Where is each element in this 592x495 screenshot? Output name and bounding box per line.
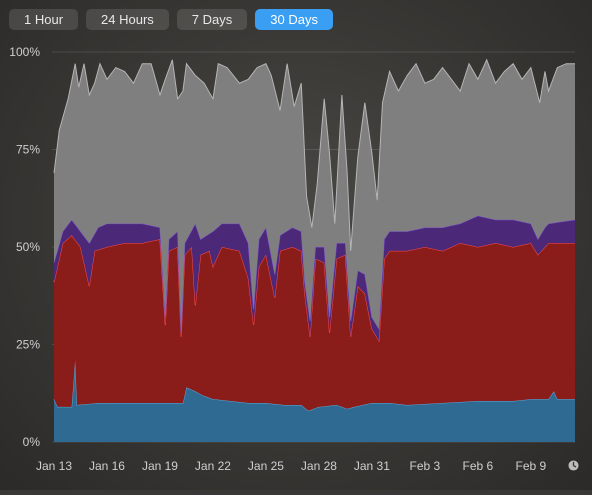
y-tick-label: 0% [23,435,41,449]
chart-series-areas [53,58,576,442]
x-tick-label: Jan 16 [89,459,125,473]
x-tick-label: Jan 13 [36,459,72,473]
x-tick-label: Jan 22 [195,459,231,473]
x-tick-label: Jan 19 [142,459,178,473]
x-tick-label: Feb 9 [516,459,547,473]
x-tick-label: Feb 3 [410,459,441,473]
y-axis-labels: 0% 25% 50% 75% 100% [9,45,40,449]
series-area-blue [54,360,575,442]
stacked-area-chart: 0% 25% 50% 75% 100% Jan 13 Jan 16 Jan 19 Jan 22… [9,45,576,473]
tab-30-days[interactable]: 30 Days [255,9,333,30]
x-tick-label: Jan 28 [301,459,337,473]
series-area-red [54,235,575,411]
x-tick-label: Feb 6 [463,459,494,473]
series-area-gray [54,59,575,333]
series-line-gray [53,58,575,251]
y-tick-label: 75% [16,143,40,157]
y-tick-label: 25% [16,338,40,352]
tab-7-days[interactable]: 7 Days [176,9,248,30]
usage-chart: 0% 25% 50% 75% 100% Jan 13 Jan 16 Jan 19 Jan 22… [0,38,592,490]
y-tick-label: 50% [16,240,40,254]
tab-24-hours[interactable]: 24 Hours [86,9,169,30]
tab-1-hour[interactable]: 1 Hour [9,9,79,30]
y-tick-label: 100% [9,45,40,59]
time-range-tabs: 1 Hour 24 Hours 7 Days 30 Days [9,9,333,30]
series-area-purple [54,215,575,341]
x-tick-label: Jan 25 [248,459,284,473]
clock-icon[interactable] [568,460,579,471]
x-tick-label: Jan 31 [354,459,390,473]
x-axis-labels: Jan 13 Jan 16 Jan 19 Jan 22 Jan 25 Jan 28 Jan … [36,459,547,473]
